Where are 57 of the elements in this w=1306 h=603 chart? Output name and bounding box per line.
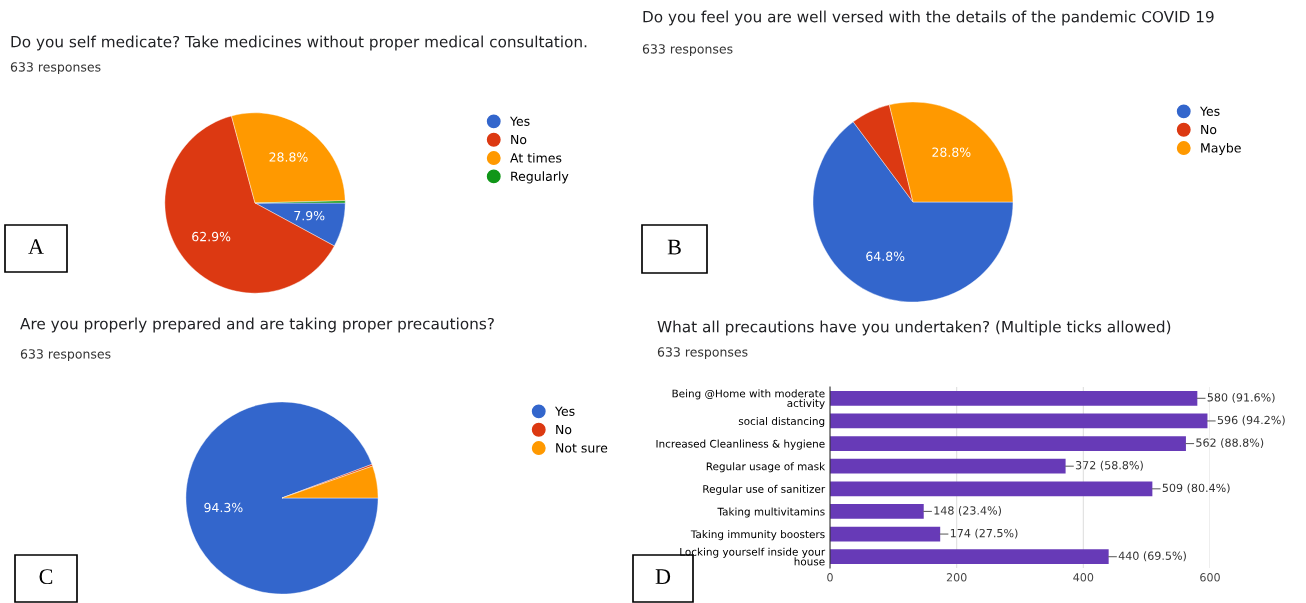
legend-label: Maybe: [1201, 142, 1241, 156]
chart-title: Do you self medicate? Take medicines without proper medical consultation.: [11, 35, 587, 51]
bar: [830, 458, 1066, 474]
y-tick-label: Increased Cleanliness & hygiene: [656, 439, 825, 450]
data-label: 596 (94.2%): [1217, 415, 1285, 426]
chart-title: Are you properly prepared and are taking proper precautions?: [20, 317, 494, 333]
legend-label: Not sure: [556, 443, 608, 453]
data-label: 7.9%: [294, 210, 325, 221]
y-tick-label: Taking immunity boosters: [690, 530, 825, 541]
data-label: 28.8%: [269, 152, 308, 162]
legend-label: No: [556, 424, 572, 435]
y-tick-label: Regular usage of mask: [706, 462, 826, 473]
legend-label: At times: [510, 152, 562, 163]
text: A: [28, 239, 44, 254]
data-label: 372 (58.8%): [1075, 460, 1143, 471]
data-label: 148 (23.4%): [934, 506, 1001, 516]
legend-label: Yes: [554, 406, 575, 416]
x-tick-label: 0: [827, 573, 833, 582]
y-tick-label: Locking yourself inside your house: [680, 547, 826, 566]
data-label: 580 (91.6%): [1207, 392, 1275, 403]
legend-label: Yes: [1199, 106, 1220, 116]
bar: [830, 481, 1153, 497]
data-label: 562 (88.8%): [1196, 438, 1264, 449]
bar: [830, 549, 1109, 565]
text: 633 responses: [10, 62, 101, 75]
data-label: 64.8%: [866, 251, 905, 262]
text: 633 responses: [657, 347, 748, 360]
chart-title: What all precautions have you undertaken? (Multiple ticks allowed): [657, 320, 1171, 336]
legend-label: No: [1201, 124, 1217, 135]
text: D: [655, 569, 671, 584]
x-tick-label: 600: [1200, 573, 1220, 582]
text: C: [39, 569, 53, 585]
chart-title: Do you feel you are well versed with the details of the pandemic COVID 19: [643, 10, 1214, 26]
y-tick-label: Being @Home with moderate activity: [672, 389, 825, 410]
x-tick-label: 400: [1073, 573, 1094, 582]
y-tick-label: social distancing: [738, 416, 825, 428]
bar: [830, 436, 1186, 451]
text: 633 responses: [20, 349, 111, 362]
bar: [830, 526, 941, 542]
bar: [830, 390, 1198, 406]
text: 633 responses: [642, 44, 733, 57]
y-tick-label: Taking multivitamins: [717, 507, 825, 518]
text: B: [667, 239, 681, 255]
data-label: 174 (27.5%): [950, 528, 1018, 539]
data-label: 440 (69.5%): [1118, 551, 1186, 562]
pie-slice: [185, 401, 379, 595]
x-tick-label: 200: [946, 573, 967, 582]
legend-label: No: [511, 134, 527, 145]
bar: [830, 413, 1208, 429]
data-label: 509 (80.4%): [1162, 483, 1230, 494]
data-label: 94.3%: [204, 502, 243, 513]
data-label: 62.9%: [192, 231, 231, 242]
data-label: 28.8%: [932, 147, 971, 157]
legend-label: Regularly: [511, 171, 569, 184]
y-tick-label: Regular use of sanitizer: [703, 484, 826, 495]
bar: [830, 504, 924, 519]
legend-label: Yes: [509, 116, 530, 126]
